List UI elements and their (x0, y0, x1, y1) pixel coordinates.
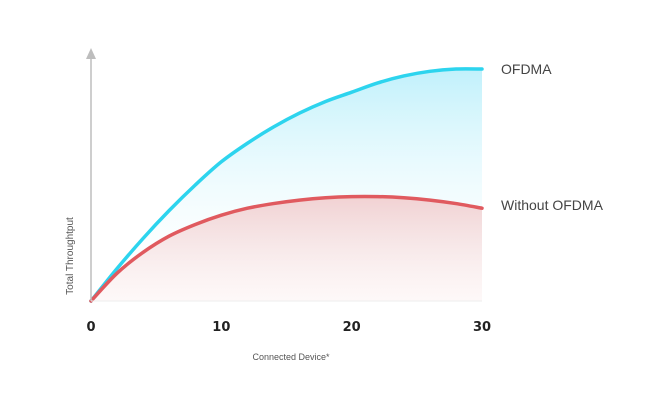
x-tick-label: 30 (473, 320, 491, 335)
y-axis-arrow-icon (86, 48, 96, 59)
series-label-without-ofdma: Without OFDMA (501, 197, 604, 213)
series-line-without-ofdma (89, 194, 484, 303)
y-axis-label: Total Throughtput (65, 217, 76, 295)
x-tick-label: 20 (343, 320, 361, 335)
series-line-ofdma (89, 67, 484, 303)
series-area-without-ofdma (91, 196, 482, 301)
series-label-ofdma: OFDMA (501, 61, 552, 77)
x-tick-label: 0 (86, 320, 95, 335)
x-axis-label: Connected Device* (252, 352, 330, 362)
x-tick-label: 10 (212, 320, 230, 335)
